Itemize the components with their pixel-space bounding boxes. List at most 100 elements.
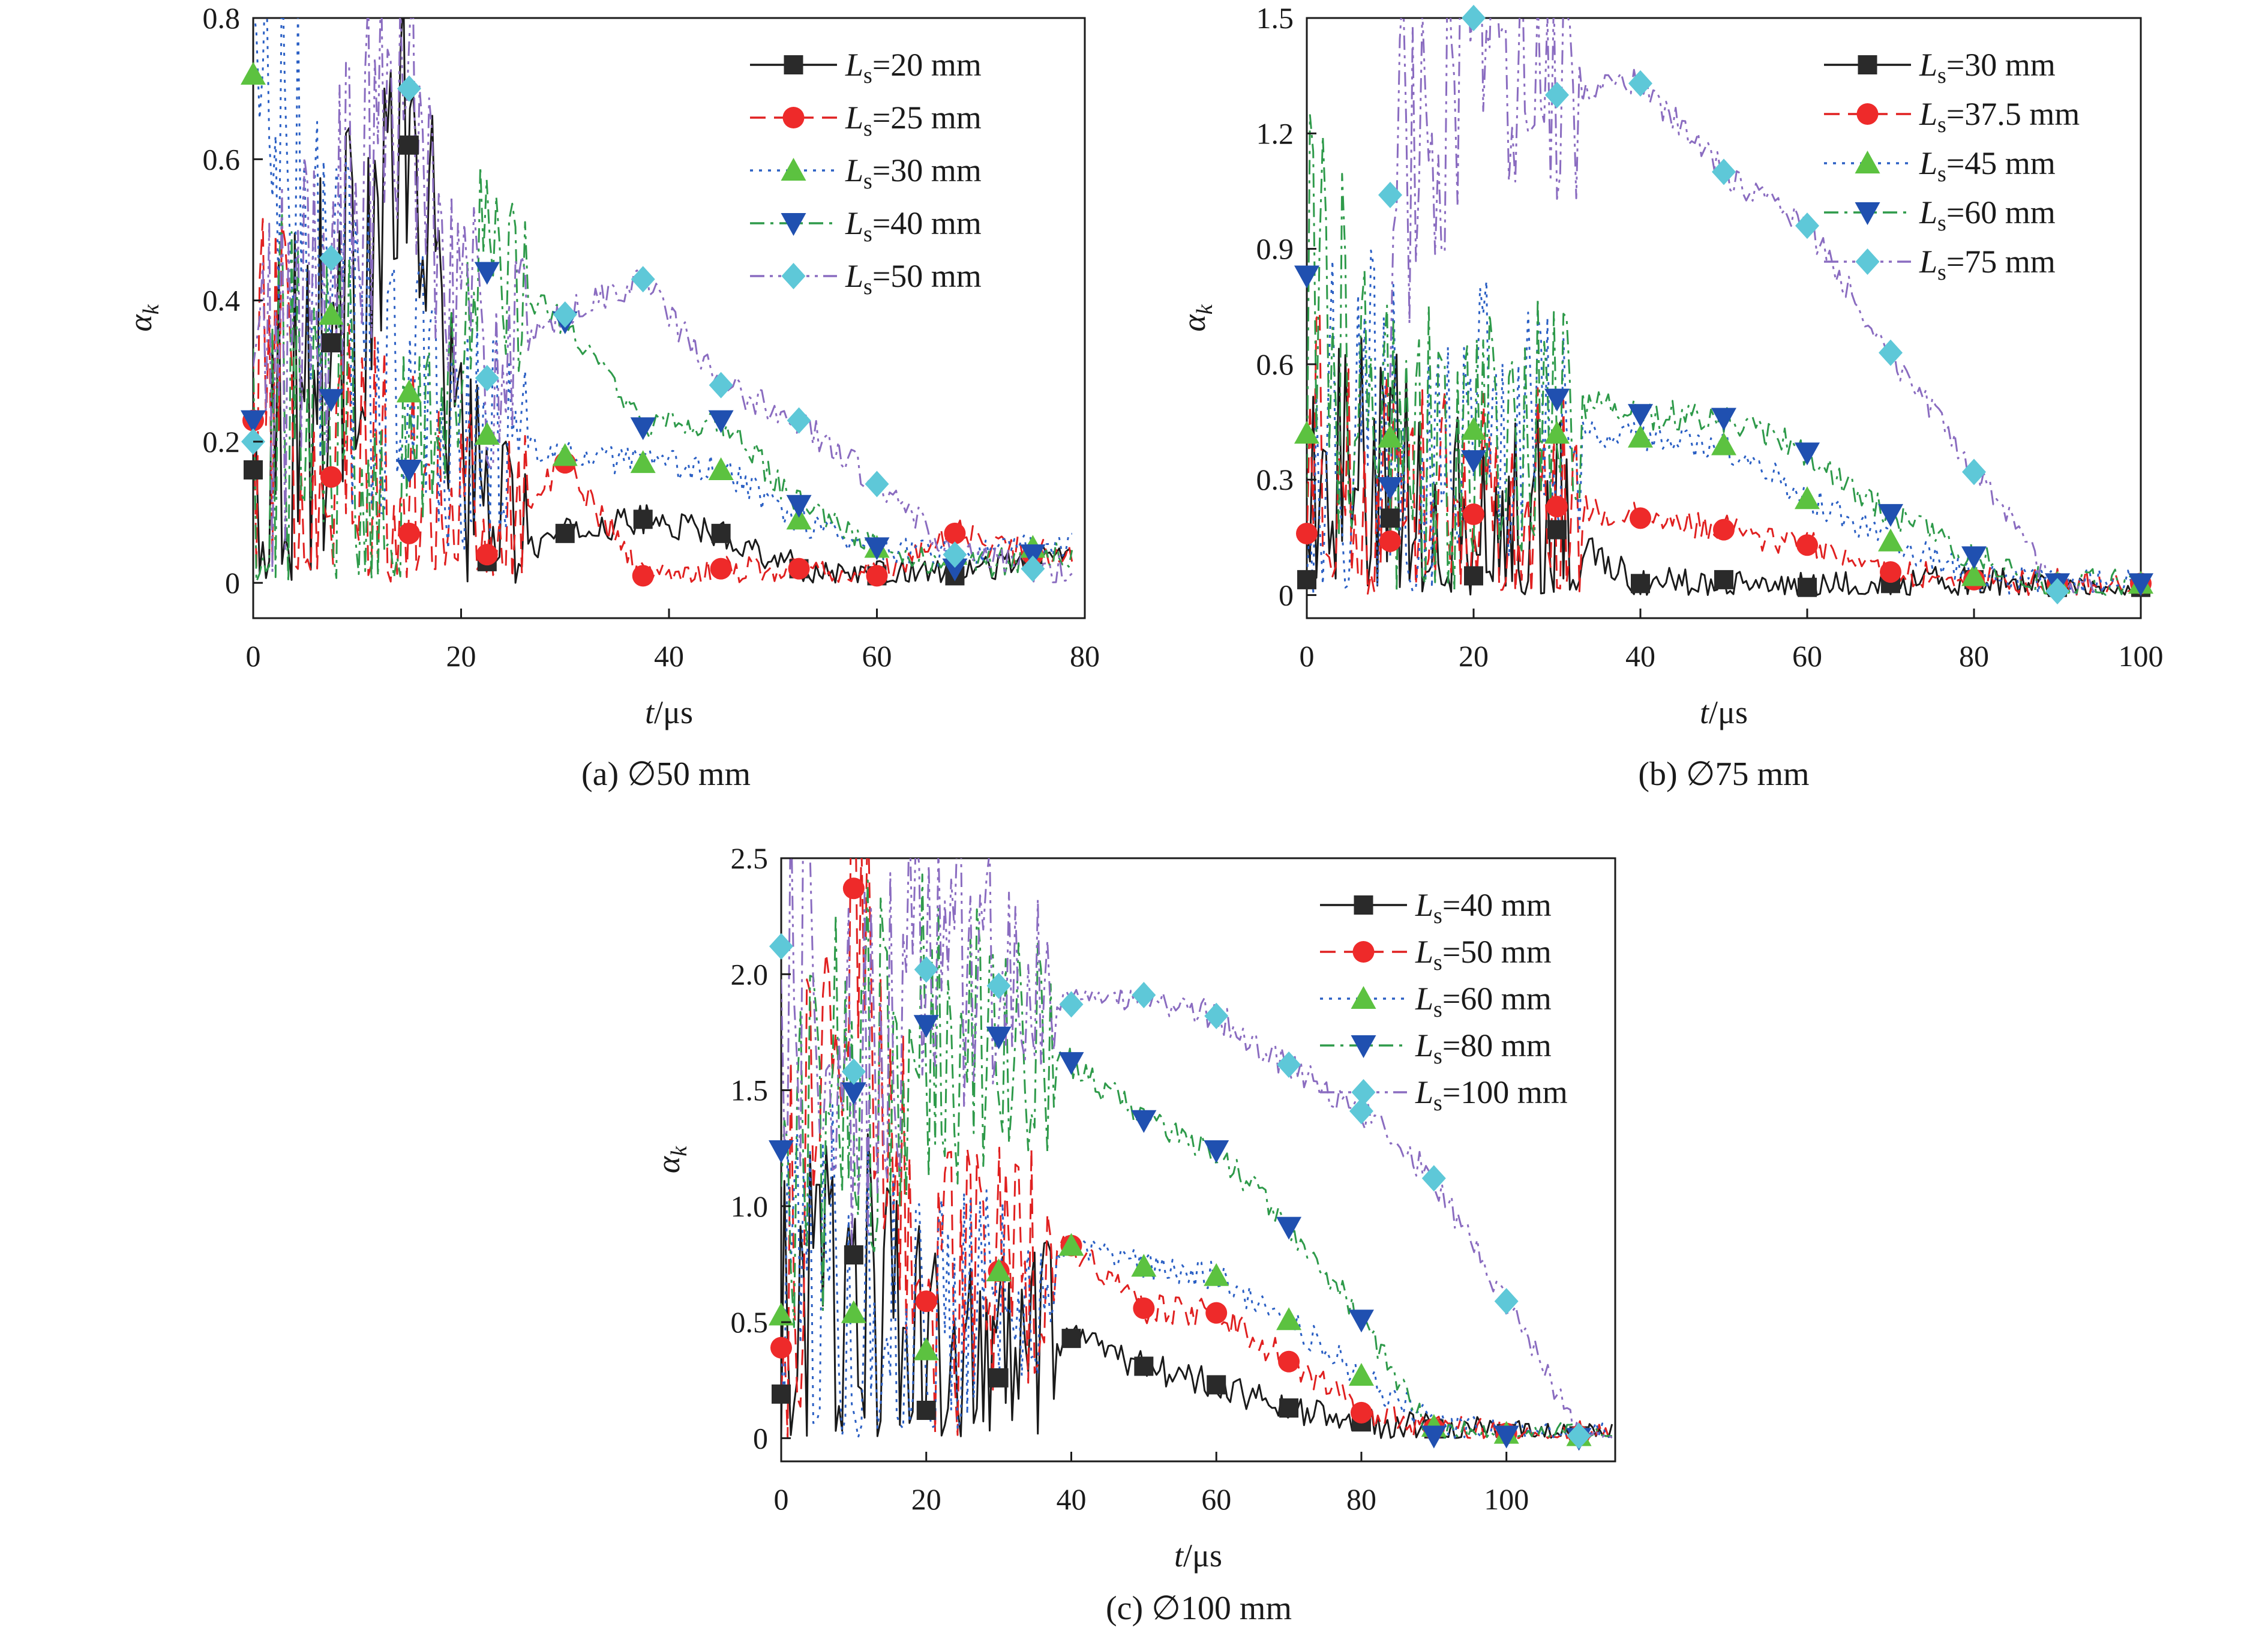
series-4-point-9 <box>864 537 890 561</box>
y-tick-label: 0 <box>225 566 240 600</box>
legend-marker-4 <box>781 213 806 236</box>
series-4-point-7 <box>1204 1140 1229 1164</box>
panel-caption: (c) ∅100 mm <box>1106 1590 1292 1627</box>
series-2-point-4 <box>476 544 498 566</box>
series-4-point-2 <box>841 1082 866 1105</box>
legend-marker-2 <box>782 107 805 128</box>
series-2-point-3 <box>1463 503 1484 525</box>
series-2-point-7 <box>1205 1302 1228 1324</box>
series-2-point-4 <box>1546 496 1568 518</box>
series-2-point-3 <box>398 522 420 544</box>
legend-marker-1 <box>1354 895 1373 915</box>
series-5-point-11 <box>1494 1288 1519 1315</box>
series-line-5 <box>781 858 1613 1439</box>
series-line-2 <box>253 218 1073 583</box>
series-line-4 <box>1307 114 2139 596</box>
series-1-point-2 <box>1381 508 1400 528</box>
x-tick-label: 0 <box>774 1482 789 1516</box>
series-2-point-6 <box>1713 519 1735 541</box>
series-5-point-2 <box>841 1058 866 1085</box>
y-tick-label: 2.0 <box>731 957 769 991</box>
series-4-point-1 <box>769 1140 794 1164</box>
series-1-point-6 <box>633 510 653 529</box>
series-2-point-9 <box>866 565 888 587</box>
series-5-point-9 <box>1349 1098 1373 1125</box>
series-2-point-9 <box>1350 1401 1372 1424</box>
traces <box>1307 18 2139 596</box>
series-4-point-7 <box>1795 442 1820 466</box>
series-3-point-6 <box>1131 1254 1157 1277</box>
series-1-point-7 <box>1798 577 1817 597</box>
series-4-point-6 <box>1711 408 1736 431</box>
legend-label-4: Ls=80 mm <box>1415 1027 1552 1069</box>
x-tick-label: 0 <box>1300 639 1315 673</box>
legend: Ls=30 mm Ls=37.5 mm Ls=45 mm Ls=60 mm Ls=75 … <box>1824 47 2080 285</box>
series-5-point-2 <box>319 245 343 271</box>
series-4-point-5 <box>1628 404 1653 427</box>
y-tick-label: 0.2 <box>203 425 241 459</box>
plot-frame <box>1306 17 2142 619</box>
series-5-point-4 <box>1628 70 1652 97</box>
series-3-point-4 <box>474 422 500 445</box>
series-3-point-2 <box>841 1300 866 1323</box>
series-4-point-10 <box>1421 1425 1447 1449</box>
series-3-point-7 <box>1204 1263 1229 1286</box>
x-tick-label: 40 <box>1625 639 1655 673</box>
series-4-point-8 <box>1276 1216 1302 1240</box>
legend-marker-2 <box>1352 941 1375 963</box>
y-tick-label: 0 <box>1279 579 1294 612</box>
x-tick-label: 80 <box>1346 1482 1376 1516</box>
series-4-point-8 <box>786 495 812 518</box>
series-2-point-8 <box>788 558 810 580</box>
legend-marker-1 <box>1858 55 1877 74</box>
series-5-point-5 <box>1712 158 1736 185</box>
panel-caption: (a) ∅50 mm <box>581 756 751 793</box>
legend-label-2: Ls=37.5 mm <box>1919 96 2080 137</box>
y-tick-label: 0 <box>753 1421 768 1455</box>
series-2-point-8 <box>1880 561 1901 583</box>
series-5-point-8 <box>1962 459 1986 486</box>
x-axis-label: t/μs <box>1174 1538 1222 1574</box>
x-tick-label: 100 <box>2119 639 2164 673</box>
legend-label-3: Ls=60 mm <box>1415 981 1552 1022</box>
series-4-point-8 <box>1878 504 1903 527</box>
y-tick-label: 1.5 <box>731 1074 769 1107</box>
series-1-point-1 <box>1297 570 1316 589</box>
chart-panel-2: 0 20 40 60 80 100 0 0.3 0.6 0.9 1.2 1.5 t/μs αk Ls=30 … <box>1176 1 2164 793</box>
x-tick-label: 60 <box>1201 1482 1231 1516</box>
y-tick-label: 1.5 <box>1256 1 1294 35</box>
series-3-point-7 <box>708 457 734 480</box>
series-2-point-6 <box>1133 1297 1155 1319</box>
legend-marker-4 <box>1855 202 1880 225</box>
legend-label-1: Ls=40 mm <box>1415 887 1552 928</box>
markers <box>1294 5 2153 605</box>
x-tick-label: 20 <box>446 639 476 673</box>
series-1-point-7 <box>711 523 731 543</box>
series-2-point-6 <box>632 565 654 587</box>
series-5-point-10 <box>943 541 967 568</box>
series-3-point-5 <box>552 443 578 466</box>
series-5-point-2 <box>1462 5 1486 31</box>
series-5-point-7 <box>1879 339 1903 366</box>
series-line-3 <box>253 18 1072 568</box>
series-2-point-5 <box>1630 507 1651 529</box>
series-2-point-1 <box>770 1337 792 1359</box>
series-4-point-9 <box>1961 546 1987 570</box>
series-5-point-5 <box>553 301 577 328</box>
series-line-4 <box>781 873 1612 1439</box>
series-5-point-9 <box>2045 578 2069 605</box>
series-3-point-1 <box>1294 421 1319 444</box>
series-1-point-2 <box>321 333 341 353</box>
series-5-point-6 <box>1795 212 1819 239</box>
series-2-point-7 <box>710 558 732 580</box>
markers <box>241 62 1046 587</box>
legend-marker-3 <box>781 158 806 181</box>
series-4-point-11 <box>1493 1425 1519 1449</box>
legend-marker-5 <box>1351 1079 1376 1105</box>
series-3-point-9 <box>1348 1362 1374 1386</box>
y-axis-label: αk <box>650 1146 692 1173</box>
y-axis-label: αk <box>122 304 164 331</box>
series-5-point-7 <box>709 371 733 398</box>
series-1-point-3 <box>1464 566 1483 586</box>
